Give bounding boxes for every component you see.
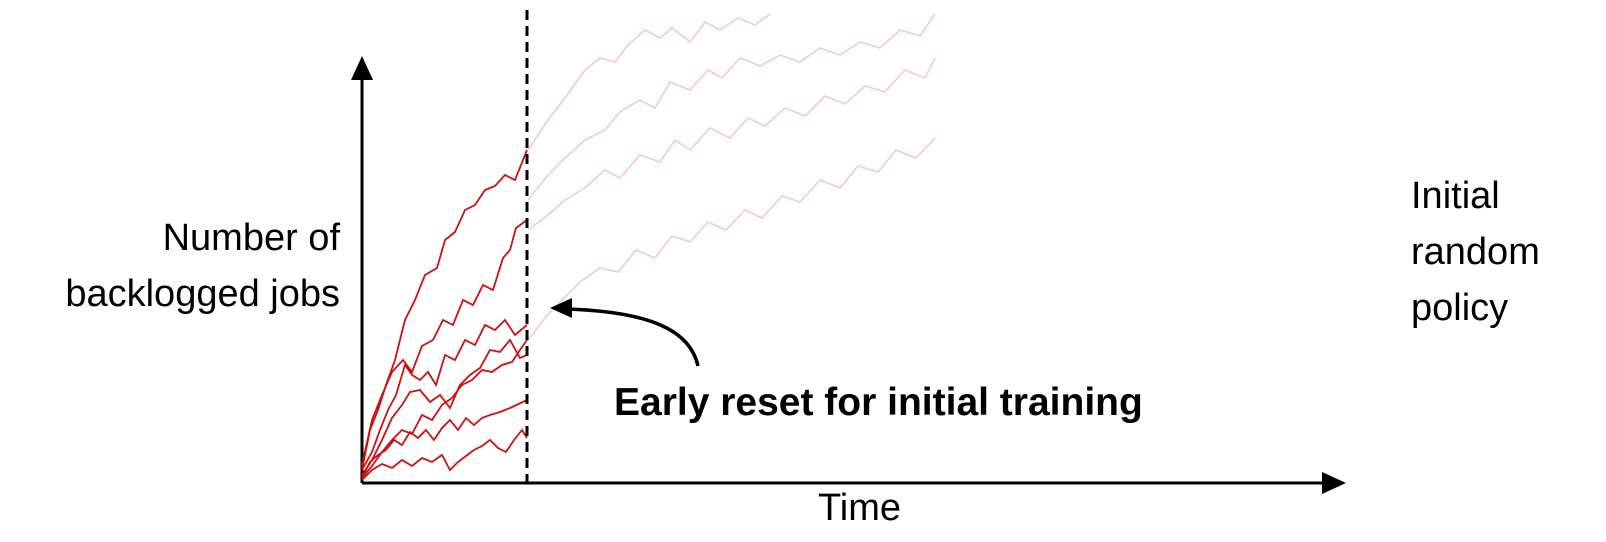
trajectory-7 (361, 428, 528, 481)
policy-label-line-3: policy (1411, 287, 1509, 329)
trajectory-5 (361, 339, 528, 479)
faded-trajectory-2 (527, 13, 936, 201)
early-reset-annotation: Early reset for initial training (614, 381, 1143, 424)
y-axis-label-line-1: Number of (162, 217, 340, 259)
policy-label-line-1: Initial (1411, 175, 1500, 217)
y-axis-label: Number of backlogged jobs (65, 210, 340, 322)
faded-trajectory-4 (527, 137, 936, 341)
trajectory-1 (361, 149, 528, 471)
y-axis-label-line-2: backlogged jobs (65, 273, 340, 315)
x-axis-label: Time (818, 487, 902, 529)
trajectories (361, 149, 528, 481)
y-axis-arrowhead (351, 56, 373, 80)
policy-label: Initial random policy (1411, 168, 1540, 336)
faded-trajectories (527, 13, 936, 341)
trajectory-6 (361, 399, 528, 479)
policy-label-line-2: random (1411, 231, 1540, 273)
axes (351, 56, 1346, 494)
trajectory-4 (361, 338, 528, 476)
trajectory-2 (361, 219, 528, 466)
x-axis-arrowhead (1322, 472, 1346, 494)
annotation-arrow (567, 307, 700, 367)
annotation-arrowhead (550, 298, 572, 318)
faded-trajectory-1 (527, 13, 771, 151)
faded-trajectory-3 (527, 57, 936, 231)
trajectory-3 (361, 318, 528, 471)
